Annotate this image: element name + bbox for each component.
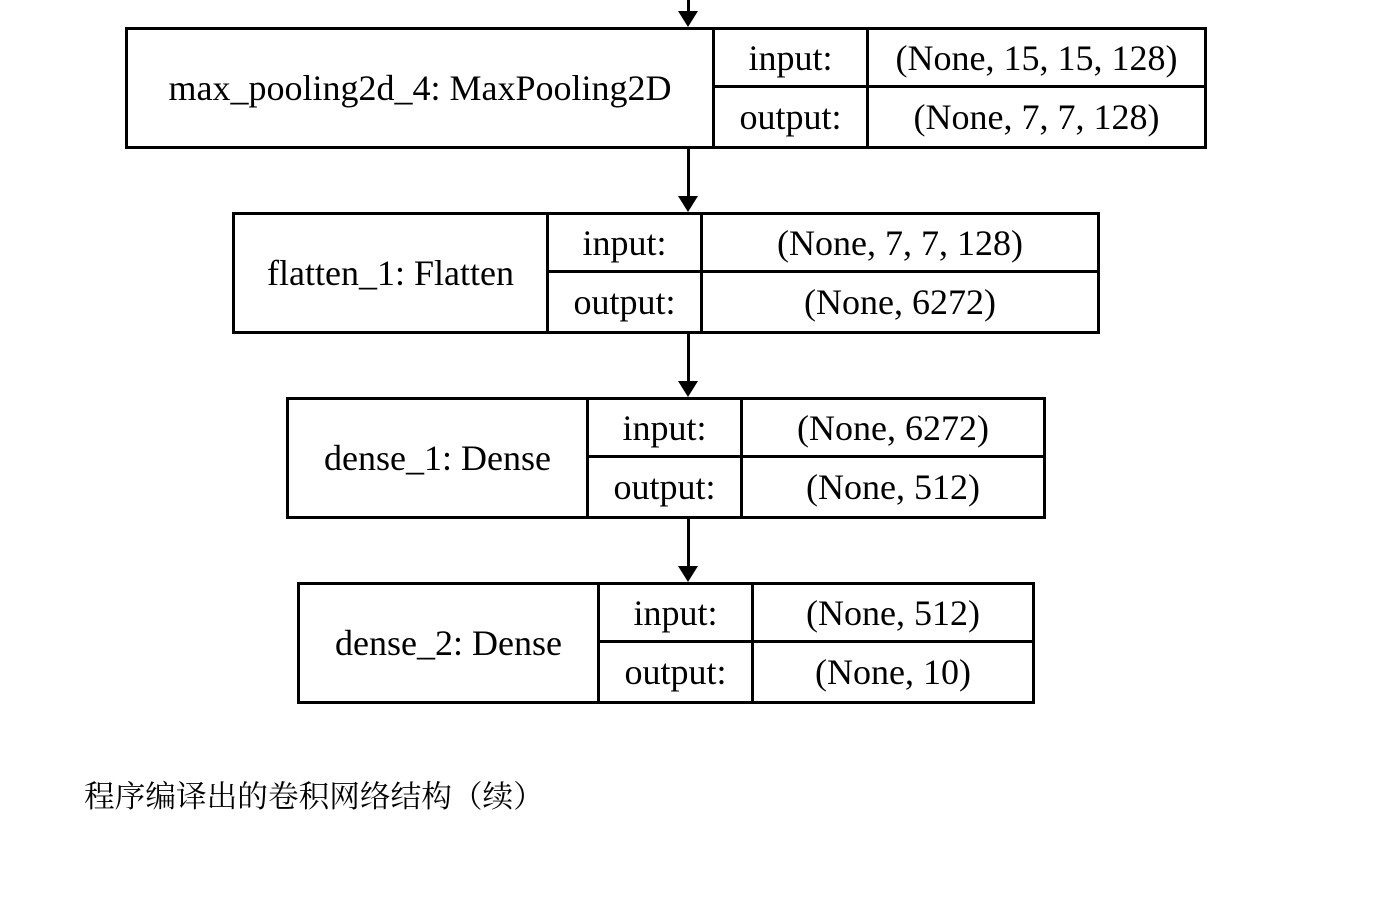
output-shape: (None, 6272) [703,273,1097,331]
arrow-maxpool4-flatten1 [0,149,1376,212]
output-shape: (None, 10) [754,643,1032,701]
arrow-dense1-dense2 [0,519,1376,582]
layer-name: dense_2: Dense [300,585,600,701]
input-label: input: [549,215,703,273]
layer-name-text: max_pooling2d_4: MaxPooling2D [169,67,672,109]
output-label: output: [589,458,743,516]
layer-name: max_pooling2d_4: MaxPooling2D [128,30,715,146]
layer-flatten1: flatten_1: Flatten input: output: (None,… [232,212,1100,334]
input-label: input: [715,30,869,88]
output-shape: (None, 512) [743,458,1043,516]
input-shape: (None, 512) [754,585,1032,643]
layer-name-text: dense_2: Dense [335,622,562,664]
layer-name: dense_1: Dense [289,400,589,516]
input-label: input: [589,400,743,458]
layer-name: flatten_1: Flatten [235,215,549,331]
diagram-canvas: max_pooling2d_4: MaxPooling2D input: out… [0,0,1376,902]
output-label: output: [715,88,869,146]
input-shape: (None, 7, 7, 128) [703,215,1097,273]
input-shape: (None, 15, 15, 128) [869,30,1204,88]
output-label: output: [549,273,703,331]
output-shape: (None, 7, 7, 128) [869,88,1204,146]
output-label: output: [600,643,754,701]
input-shape: (None, 6272) [743,400,1043,458]
figure-caption: 程序编译出的卷积网络结构（续） [84,772,544,816]
layer-name-text: flatten_1: Flatten [267,252,514,294]
layer-maxpool4: max_pooling2d_4: MaxPooling2D input: out… [125,27,1207,149]
arrow-into-maxpool4 [0,0,1376,27]
layer-dense2: dense_2: Dense input: output: (None, 512… [297,582,1035,704]
input-label: input: [600,585,754,643]
arrow-flatten1-dense1 [0,334,1376,397]
layer-name-text: dense_1: Dense [324,437,551,479]
layer-dense1: dense_1: Dense input: output: (None, 627… [286,397,1046,519]
